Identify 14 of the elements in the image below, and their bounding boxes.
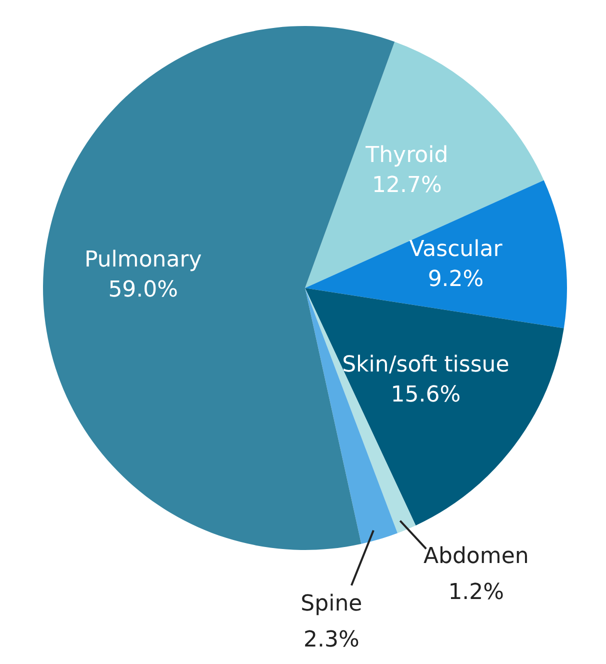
data-label: 15.6%: [390, 382, 461, 408]
data-label: 59.0%: [108, 278, 178, 303]
pie-slice: [305, 42, 544, 288]
data-label: 12.7%: [372, 172, 442, 198]
pie-slice: [305, 288, 564, 526]
data-label: 1.2%: [448, 580, 504, 605]
slice-label: Skin/soft tissue: [342, 352, 510, 378]
slice-label: Thyroid: [364, 142, 448, 168]
slice-label: Vascular: [409, 236, 504, 262]
slice-label: Spine: [300, 591, 362, 616]
slice-label: Abdomen: [423, 544, 529, 569]
data-label: 2.3%: [303, 627, 360, 652]
data-label: 9.2%: [428, 266, 484, 292]
slice-label: Pulmonary: [84, 248, 202, 273]
